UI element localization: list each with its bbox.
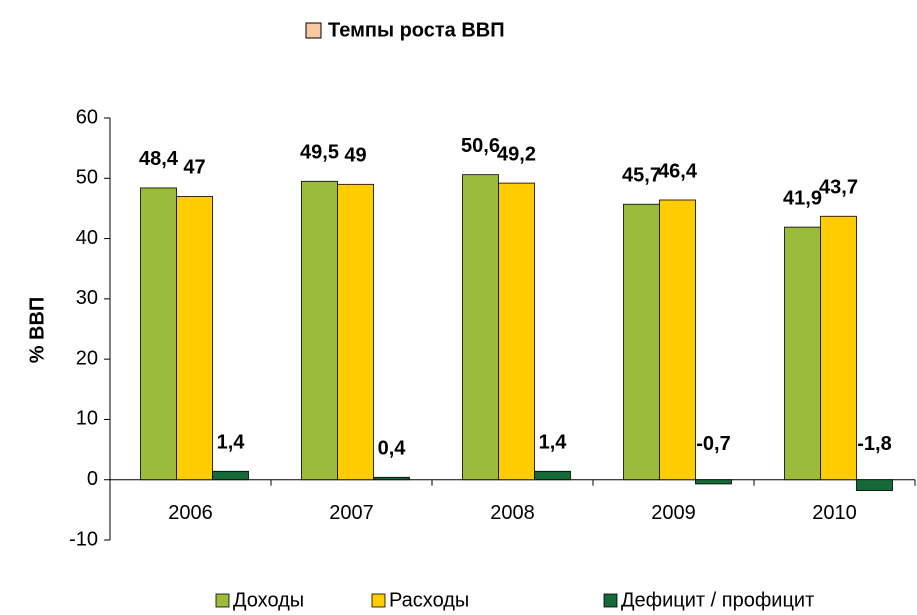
data-label: 0,4 — [378, 438, 407, 460]
data-label: 50,6 — [461, 135, 500, 157]
bar — [784, 226, 821, 481]
y-tick-label: 60 — [76, 106, 98, 128]
x-tick-label: 2006 — [168, 502, 213, 524]
data-label: 1,4 — [539, 432, 568, 454]
bar — [140, 187, 177, 481]
bar — [820, 215, 857, 481]
data-label: 49,5 — [300, 142, 339, 164]
y-axis-label: % ВВП — [26, 297, 48, 364]
legend-swatch — [371, 593, 386, 608]
data-label: 47 — [183, 157, 205, 179]
y-tick-label: 10 — [76, 408, 98, 430]
data-label: 1,4 — [217, 432, 246, 454]
y-tick-label: 50 — [76, 167, 98, 189]
data-label: 45,7 — [622, 164, 661, 186]
bar — [856, 479, 893, 491]
bar — [695, 479, 732, 485]
data-label: -1,8 — [857, 433, 891, 455]
bar — [623, 203, 660, 481]
chart-title: Темпы роста ВВП — [328, 19, 505, 41]
x-tick-label: 2007 — [329, 502, 374, 524]
data-label: 41,9 — [783, 187, 822, 209]
y-tick-label: 30 — [76, 287, 98, 309]
title-marker — [305, 22, 322, 39]
bar — [301, 180, 338, 481]
x-tick-label: 2010 — [812, 502, 857, 524]
bar — [534, 470, 571, 481]
y-tick-label: 40 — [76, 227, 98, 249]
data-label: 48,4 — [139, 148, 179, 170]
x-tick-label: 2009 — [651, 502, 696, 524]
bar — [659, 199, 696, 481]
data-label: 49,2 — [497, 143, 536, 165]
bar — [373, 476, 410, 481]
legend-label: Дефицит / профицит — [621, 589, 814, 611]
data-label: 43,7 — [819, 177, 858, 199]
legend-label: Расходы — [389, 589, 469, 611]
legend-label: Доходы — [233, 589, 304, 611]
bar — [498, 182, 535, 481]
y-tick-label: 0 — [87, 468, 98, 490]
bar — [212, 470, 249, 481]
data-label: 49 — [344, 145, 366, 167]
bar — [176, 195, 213, 481]
y-tick-label: -10 — [69, 528, 98, 550]
y-tick-label: 20 — [76, 347, 98, 369]
bar — [337, 183, 374, 481]
data-label: 46,4 — [658, 160, 698, 182]
bar — [462, 174, 499, 481]
legend-swatch — [603, 593, 618, 608]
x-tick-label: 2008 — [490, 502, 535, 524]
data-label: -0,7 — [696, 433, 730, 455]
legend-swatch — [215, 593, 230, 608]
